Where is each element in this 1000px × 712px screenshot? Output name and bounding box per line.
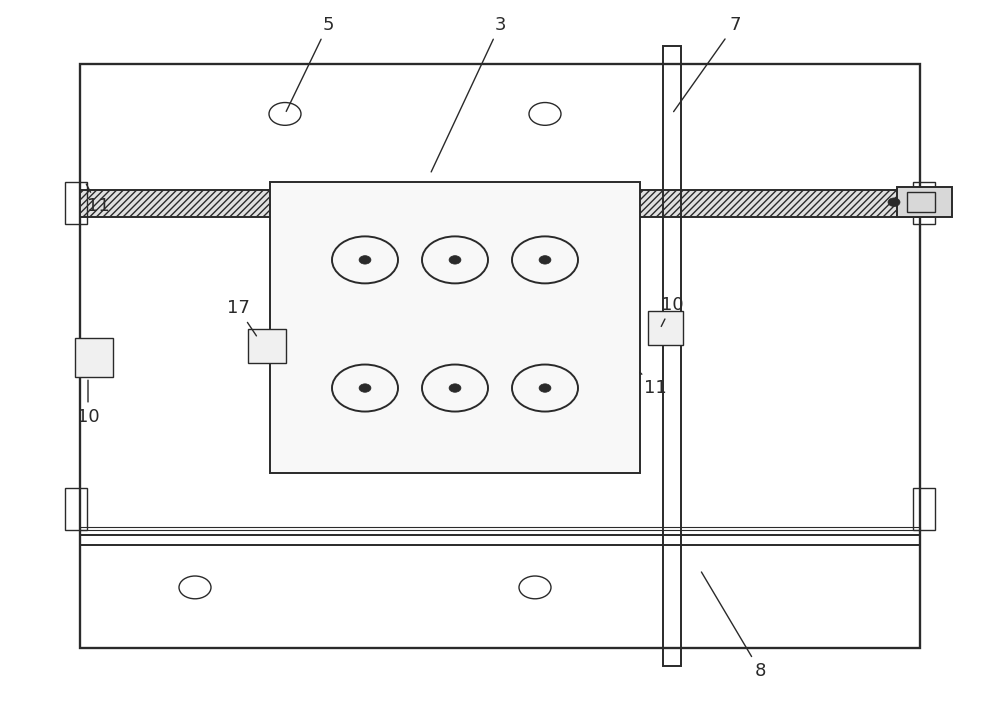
Bar <box>80 190 920 217</box>
Bar <box>913 488 935 530</box>
Bar <box>65 182 87 224</box>
Bar <box>80 535 920 545</box>
Text: 8: 8 <box>701 572 766 680</box>
Bar <box>248 329 286 363</box>
Text: 17: 17 <box>227 299 256 336</box>
Bar <box>65 488 87 530</box>
Bar <box>663 46 681 666</box>
Bar <box>913 182 935 224</box>
Bar <box>80 527 920 530</box>
Ellipse shape <box>359 384 371 392</box>
Text: 7: 7 <box>674 16 741 112</box>
Text: 10: 10 <box>661 295 683 327</box>
Bar <box>897 187 952 217</box>
Bar <box>75 338 113 377</box>
Ellipse shape <box>539 256 551 264</box>
Text: 3: 3 <box>431 16 506 172</box>
Ellipse shape <box>449 384 461 392</box>
Bar <box>907 192 935 212</box>
Ellipse shape <box>539 384 551 392</box>
Bar <box>80 64 920 648</box>
Text: 11: 11 <box>86 184 109 216</box>
Text: 5: 5 <box>286 16 334 111</box>
Text: 11: 11 <box>640 372 666 397</box>
Ellipse shape <box>359 256 371 264</box>
Ellipse shape <box>449 256 461 264</box>
Ellipse shape <box>888 198 900 206</box>
Text: 10: 10 <box>77 380 99 426</box>
Bar <box>270 182 640 473</box>
Bar <box>648 311 683 345</box>
